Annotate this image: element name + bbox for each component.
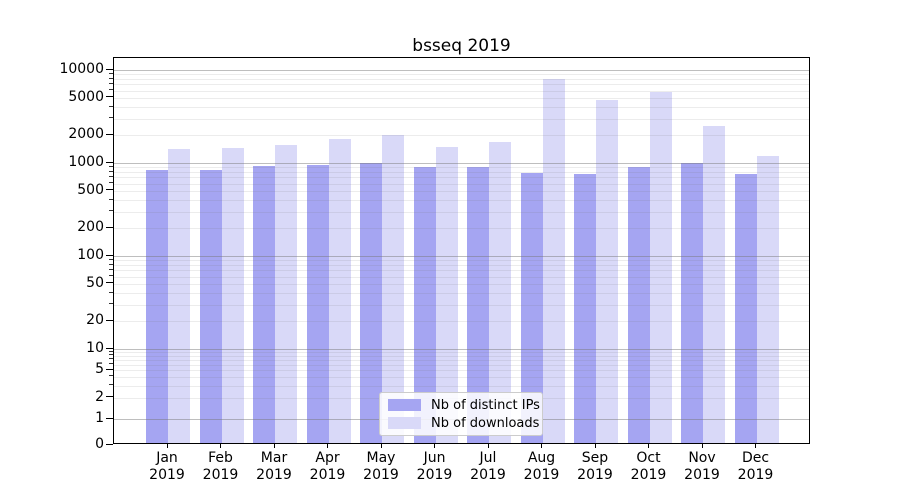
y-tick xyxy=(106,396,113,398)
bar-distinct-ips xyxy=(253,166,275,443)
bar-distinct-ips xyxy=(360,163,382,443)
bar-downloads xyxy=(649,92,672,443)
x-tick xyxy=(380,444,382,448)
chart-title: bsseq 2019 xyxy=(412,36,511,56)
y-tick-label: 20 xyxy=(86,312,104,328)
x-tick xyxy=(648,444,649,448)
y-tick xyxy=(106,161,113,163)
bar-downloads xyxy=(168,149,190,443)
y-tick xyxy=(106,68,113,70)
legend-item: Nb of distinct IPs xyxy=(388,398,542,413)
x-tick-label: Apr 2019 xyxy=(309,450,346,483)
x-tick-label: Sep 2019 xyxy=(577,450,613,483)
bar-distinct-ips xyxy=(306,164,329,443)
x-tick-label: Aug 2019 xyxy=(523,450,560,483)
x-tick xyxy=(541,444,542,448)
y-tick xyxy=(106,254,113,256)
y-tick xyxy=(106,368,113,370)
plot-area: Nb of distinct IPs Nb of downloads xyxy=(113,57,810,444)
x-tick xyxy=(594,444,596,448)
bar-downloads xyxy=(596,99,618,443)
x-tick-label: Nov 2019 xyxy=(684,450,720,483)
x-tick-label: Dec 2019 xyxy=(737,450,774,483)
y-tick xyxy=(106,133,113,135)
bar-distinct-ips xyxy=(734,173,757,443)
y-tick xyxy=(106,443,113,445)
bar-distinct-ips xyxy=(574,173,596,443)
bar-distinct-ips xyxy=(681,163,703,443)
bar-downloads xyxy=(489,141,511,443)
legend-item: Nb of downloads xyxy=(388,416,542,431)
y-tick-label: 10 xyxy=(86,340,104,356)
y-tick-label: 1000 xyxy=(68,154,104,170)
x-tick-label: Jun 2019 xyxy=(416,450,453,483)
y-tick-label: 200 xyxy=(77,219,104,235)
legend: Nb of distinct IPs Nb of downloads xyxy=(379,392,543,436)
y-tick xyxy=(106,347,113,349)
y-tick-label: 500 xyxy=(77,181,104,198)
x-tick xyxy=(755,444,756,448)
x-tick xyxy=(434,444,435,448)
x-tick xyxy=(220,444,221,448)
legend-label: Nb of distinct IPs xyxy=(431,397,540,413)
legend-swatch xyxy=(388,417,421,429)
bar-downloads xyxy=(435,146,458,443)
legend-swatch xyxy=(388,399,421,411)
y-tick-label: 1 xyxy=(95,410,104,426)
bar-downloads xyxy=(328,139,351,443)
bar-distinct-ips xyxy=(627,167,650,443)
bar-downloads xyxy=(542,79,565,443)
bar-downloads xyxy=(703,125,725,443)
x-tick-label: Jul 2019 xyxy=(470,450,506,483)
y-tick xyxy=(106,319,113,321)
y-tick-label: 5000 xyxy=(68,88,104,105)
bar-downloads xyxy=(275,145,297,443)
x-tick xyxy=(327,444,328,448)
bars-layer xyxy=(114,58,809,443)
y-tick-label: 50 xyxy=(86,274,104,291)
x-tick-label: May 2019 xyxy=(363,450,399,483)
x-tick xyxy=(273,444,275,448)
y-tick xyxy=(106,96,113,98)
x-tick-label: Jan 2019 xyxy=(149,450,185,483)
y-tick xyxy=(106,282,113,284)
x-tick-label: Oct 2019 xyxy=(630,450,667,483)
x-tick xyxy=(487,444,489,448)
bar-distinct-ips xyxy=(520,173,543,443)
x-tick-label: Mar 2019 xyxy=(256,450,292,483)
y-tick-label: 0 xyxy=(95,436,104,452)
legend-label: Nb of downloads xyxy=(431,415,540,431)
y-tick-label: 100 xyxy=(77,247,104,263)
bar-downloads xyxy=(382,135,404,443)
bar-downloads xyxy=(756,155,779,443)
x-tick-label: Feb 2019 xyxy=(202,450,239,483)
bar-distinct-ips xyxy=(199,169,222,443)
x-tick xyxy=(166,444,168,448)
bar-distinct-ips xyxy=(467,167,489,443)
y-tick xyxy=(106,226,113,228)
y-tick xyxy=(106,189,113,191)
y-tick-label: 2000 xyxy=(68,126,104,142)
bar-downloads xyxy=(221,147,244,443)
bar-distinct-ips xyxy=(146,169,168,443)
bar-distinct-ips xyxy=(413,167,436,443)
y-tick xyxy=(106,417,113,419)
y-tick-label: 5 xyxy=(95,361,104,378)
y-tick-label: 10000 xyxy=(59,61,104,77)
y-tick-label: 2 xyxy=(95,388,104,405)
x-tick xyxy=(701,444,703,448)
